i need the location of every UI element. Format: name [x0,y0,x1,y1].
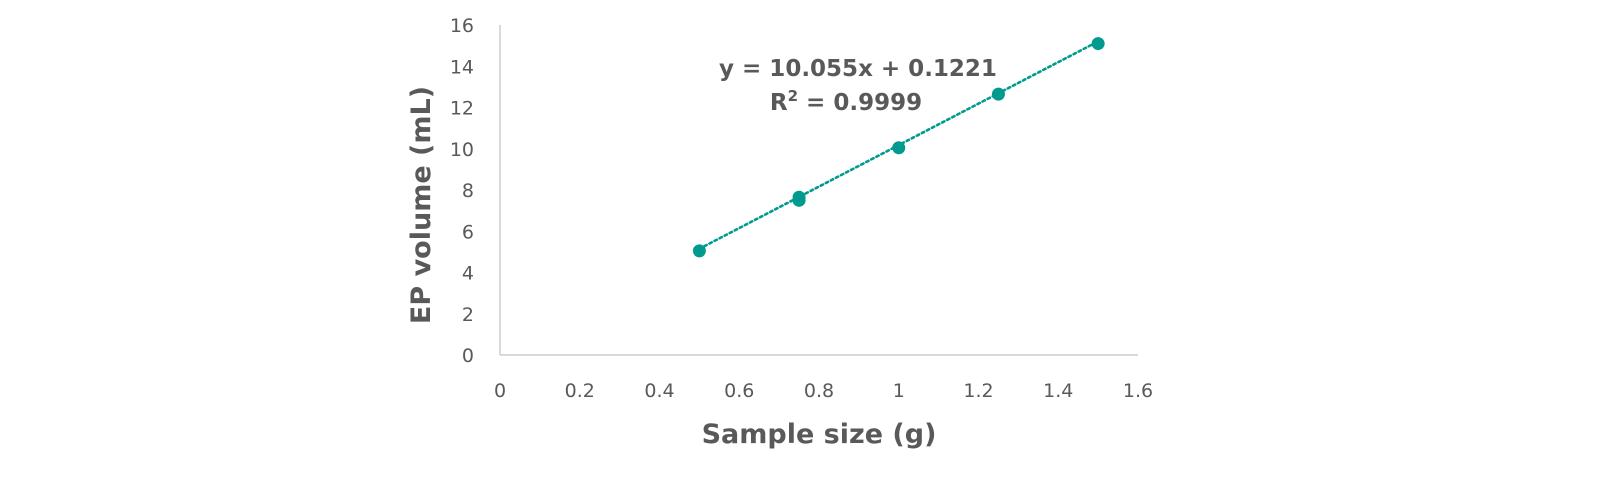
x-tick-label: 1.2 [963,380,993,402]
x-tick-label: 0.4 [644,380,674,402]
x-tick-label: 0.8 [804,380,834,402]
y-tick-label: 14 [450,56,474,78]
y-tick-label: 10 [450,139,474,161]
r-squared-letter: R [770,90,788,116]
r-squared-superscript: 2 [788,87,798,105]
y-tick-label: 8 [462,180,474,202]
trendline-equation: y = 10.055x + 0.1221 [719,56,997,82]
r-squared-value: = 0.9999 [798,90,922,116]
y-axis-title: EP volume (mL) [406,86,437,324]
r-squared-label: R2 = 0.9999 [770,87,922,116]
axes [499,25,1138,356]
x-tick-label: 1 [893,380,905,402]
data-point [991,87,1005,101]
x-axis-title: Sample size (g) [702,419,937,450]
y-tick-label: 6 [462,221,474,243]
data-points [692,37,1105,258]
x-tick-labels: 0 0.2 0.4 0.6 0.8 1 1.2 1.4 1.6 [494,380,1153,402]
y-tick-label: 0 [462,345,474,367]
x-tick-label: 1.6 [1123,380,1153,402]
y-tick-label: 4 [462,263,474,285]
x-tick-label: 1.4 [1043,380,1073,402]
y-tick-label: 2 [462,304,474,326]
y-tick-labels: 0 2 4 6 8 10 12 14 16 [450,15,474,367]
data-point [792,190,806,204]
x-tick-label: 0 [494,380,506,402]
x-tick-label: 0.2 [565,380,595,402]
y-tick-label: 16 [450,15,474,37]
data-point [892,141,906,155]
data-point [692,244,706,258]
x-tick-label: 0.6 [724,380,754,402]
data-point [1091,37,1105,51]
y-tick-label: 12 [450,98,474,120]
